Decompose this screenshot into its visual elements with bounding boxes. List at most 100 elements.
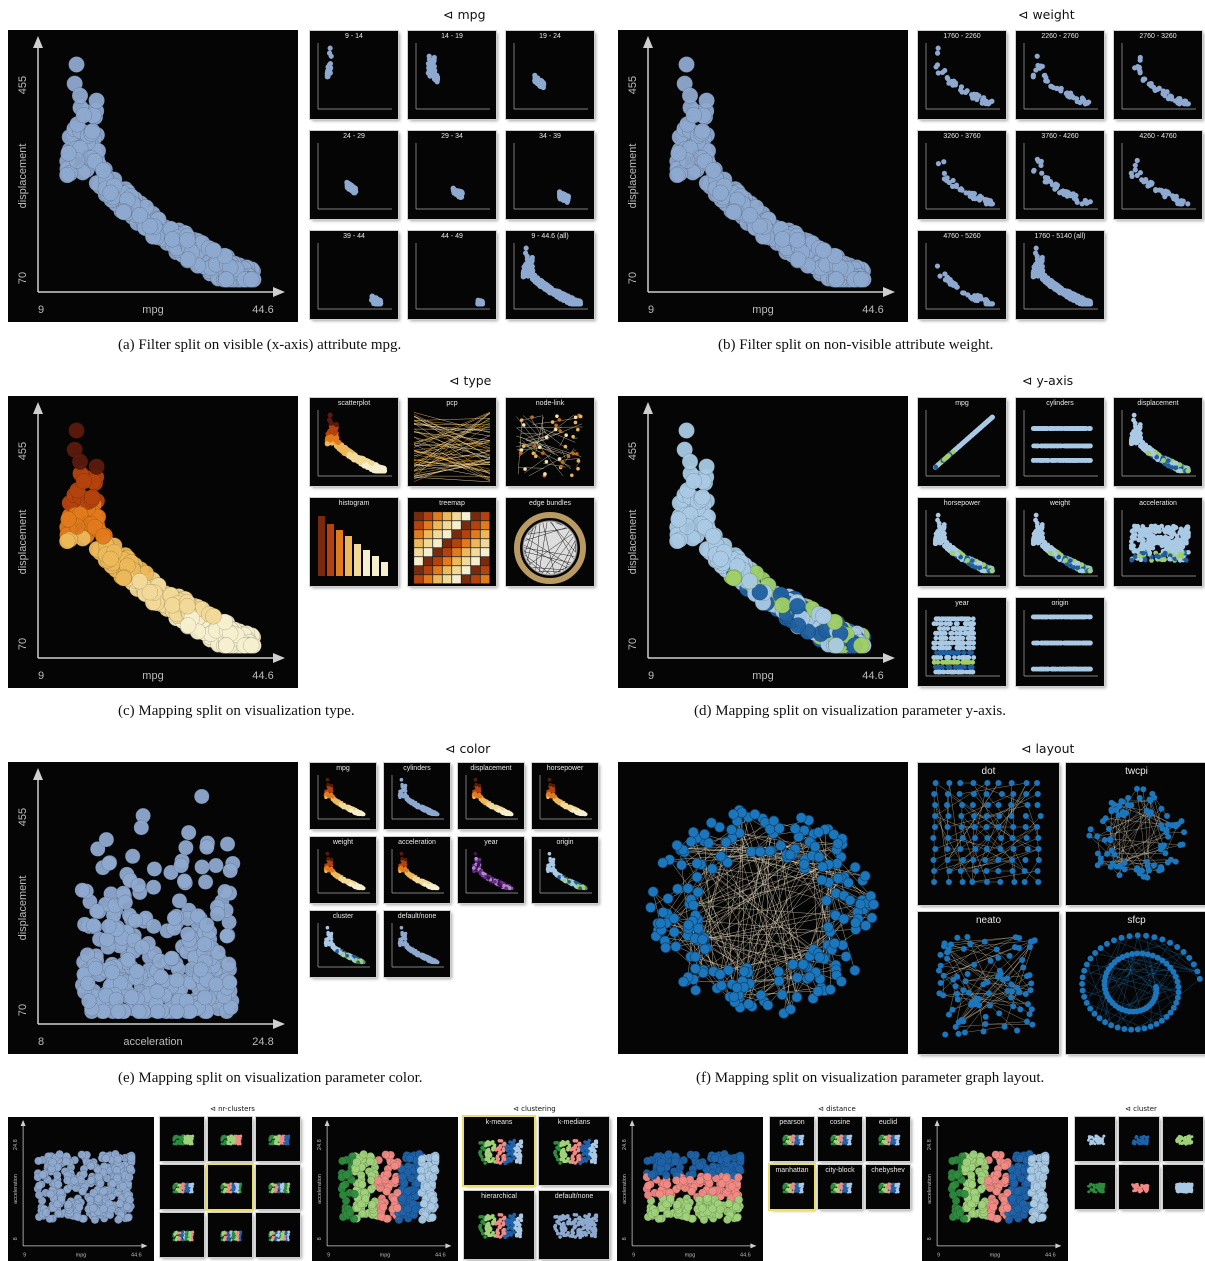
split-header-y-axis[interactable]: ⊲ y-axis [1022, 373, 1073, 388]
main-scatterplot-b[interactable]: 9 mpg 44.6 455 displacement 70 [618, 30, 908, 322]
nr-clusters-tile[interactable] [160, 1213, 204, 1257]
scatterplot-g4-svg: 9 mpg 44.6 24.8 acceleration 8 [927, 1120, 1062, 1258]
thumbnail-svg [830, 1182, 853, 1194]
filter-tile[interactable]: 44 - 49 [408, 231, 496, 319]
split-header-color[interactable]: ⊲ color [445, 741, 490, 756]
distance-tile[interactable]: euclid [866, 1117, 910, 1161]
vis-type-tile[interactable]: histogram [310, 498, 398, 586]
distance-tile[interactable]: manhattan [770, 1165, 814, 1209]
filter-tile[interactable]: 9 - 44.6 (all) [506, 231, 594, 319]
nr-clusters-tile[interactable] [160, 1165, 204, 1209]
layout-tile[interactable]: twcpi [1066, 763, 1205, 905]
filter-tile[interactable]: 19 - 24 [506, 31, 594, 119]
main-scatterplot-c[interactable]: 9 mpg 44.6 455 displacement 70 [8, 396, 298, 688]
filter-tile[interactable]: 9 - 14 [310, 31, 398, 119]
split-header-layout[interactable]: ⊲ layout [1021, 741, 1074, 756]
layout-tile[interactable]: sfcp [1066, 912, 1205, 1054]
filter-tile[interactable]: 1760 - 5140 (all) [1016, 231, 1104, 319]
nr-clusters-tile[interactable] [208, 1213, 252, 1257]
vis-type-tile[interactable]: node-link [506, 398, 594, 486]
distance-tile[interactable]: chebyshev [866, 1165, 910, 1209]
main-scatterplot-g4[interactable]: 9 mpg 44.6 24.8 acceleration 8 [922, 1117, 1068, 1261]
y-axis-tile[interactable]: weight [1016, 498, 1104, 586]
split-header-mpg[interactable]: ⊲ mpg [443, 7, 486, 22]
split-header-cluster[interactable]: ⊲ cluster [1125, 1105, 1157, 1113]
filter-tile[interactable]: 3760 - 4260 [1016, 131, 1104, 219]
split-header-nr-clusters[interactable]: ⊲ nr-clusters [210, 1105, 255, 1113]
y-axis-tile[interactable]: mpg [918, 398, 1006, 486]
tile-label: 39 - 44 [343, 233, 365, 240]
color-tile[interactable]: mpg [310, 763, 376, 829]
vis-type-tile[interactable]: edge bundles [506, 498, 594, 586]
y-axis-tile[interactable]: horsepower [918, 498, 1006, 586]
clustering-tile[interactable]: default/none [539, 1191, 609, 1259]
filter-tile[interactable]: 4260 - 4760 [1114, 131, 1202, 219]
y-axis-tile[interactable]: displacement [1114, 398, 1202, 486]
layout-tile[interactable]: dot [918, 763, 1059, 905]
thumbnail-svg [415, 43, 490, 110]
vis-type-tile[interactable]: scatterplot [310, 398, 398, 486]
filter-tile[interactable]: 39 - 44 [310, 231, 398, 319]
nr-clusters-tile[interactable] [256, 1165, 300, 1209]
y-axis-tile[interactable]: origin [1016, 598, 1104, 686]
tile-label: displacement [1137, 400, 1179, 407]
thumbnail-svg [1121, 410, 1196, 477]
cluster-tile[interactable] [1163, 1165, 1203, 1209]
nr-clusters-tile[interactable] [160, 1117, 204, 1161]
color-tile[interactable]: year [458, 837, 524, 903]
filter-tile[interactable]: 29 - 34 [408, 131, 496, 219]
nr-clusters-tile[interactable] [256, 1117, 300, 1161]
distance-tile[interactable]: cosine [818, 1117, 862, 1161]
vis-type-tile[interactable]: pcp [408, 398, 496, 486]
y-axis-tile[interactable]: acceleration [1114, 498, 1202, 586]
cluster-tile[interactable] [1075, 1165, 1115, 1209]
cluster-tile[interactable] [1119, 1117, 1159, 1161]
main-scatterplot-g3[interactable]: 9 mpg 44.6 24.8 acceleration 8 [617, 1117, 763, 1261]
clustering-tile[interactable]: k-means [464, 1117, 534, 1185]
color-tile[interactable]: cluster [310, 911, 376, 977]
cluster-tile[interactable] [1075, 1117, 1115, 1161]
nr-clusters-tile[interactable] [208, 1117, 252, 1161]
distance-tile[interactable]: pearson [770, 1117, 814, 1161]
nr-clusters-tile[interactable] [256, 1213, 300, 1257]
filter-tile[interactable]: 4760 - 5260 [918, 231, 1006, 319]
vis-type-tile[interactable]: treemap [408, 498, 496, 586]
color-tile[interactable]: origin [532, 837, 598, 903]
cluster-tile[interactable] [1119, 1165, 1159, 1209]
main-scatterplot-e[interactable]: 8 acceleration 24.8 455 displacement 70 [8, 762, 298, 1054]
filter-tile[interactable]: 24 - 29 [310, 131, 398, 219]
main-scatterplot-g1[interactable]: 9 mpg 44.6 24.8 acceleration 8 [8, 1117, 154, 1261]
color-tile[interactable]: default/none [384, 911, 450, 977]
filter-tile[interactable]: 34 - 39 [506, 131, 594, 219]
y-axis-tile[interactable]: cylinders [1016, 398, 1104, 486]
color-tile[interactable]: acceleration [384, 837, 450, 903]
distance-tile[interactable]: city-block [818, 1165, 862, 1209]
filter-tile[interactable]: 2260 - 2760 [1016, 31, 1104, 119]
split-header-distance[interactable]: ⊲ distance [818, 1105, 856, 1113]
color-tile[interactable]: cylinders [384, 763, 450, 829]
main-scatterplot-g2[interactable]: 9 mpg 44.6 24.8 acceleration 8 [312, 1117, 458, 1261]
color-tile[interactable]: weight [310, 837, 376, 903]
main-scatterplot-a[interactable]: 9 mpg 44.6 455 displacement 70 [8, 30, 298, 322]
clustering-tile[interactable]: k-medians [539, 1117, 609, 1185]
y-axis-tile[interactable]: year [918, 598, 1006, 686]
color-tile[interactable]: horsepower [532, 763, 598, 829]
color-tile[interactable]: displacement [458, 763, 524, 829]
split-icon: ⊲ [210, 1105, 219, 1113]
layout-tile[interactable]: neato [918, 912, 1059, 1054]
y-min-label: 8 [622, 1237, 628, 1240]
nr-clusters-tile[interactable] [208, 1165, 252, 1209]
split-header-clustering[interactable]: ⊲ clustering [513, 1105, 556, 1113]
filter-tile[interactable]: 14 - 19 [408, 31, 496, 119]
filter-tile[interactable]: 1760 - 2260 [918, 31, 1006, 119]
split-header-weight[interactable]: ⊲ weight [1018, 7, 1075, 22]
filter-tile[interactable]: 2760 - 3260 [1114, 31, 1202, 119]
tile-label: 9 - 44.6 (all) [531, 233, 569, 240]
thumbnail-svg [553, 1212, 599, 1240]
main-graph-f[interactable] [618, 762, 908, 1054]
cluster-tile[interactable] [1163, 1117, 1203, 1161]
clustering-tile[interactable]: hierarchical [464, 1191, 534, 1259]
filter-tile[interactable]: 3260 - 3760 [918, 131, 1006, 219]
main-scatterplot-d[interactable]: 9 mpg 44.6 455 displacement 70 [618, 396, 908, 688]
split-header-type[interactable]: ⊲ type [449, 373, 491, 388]
